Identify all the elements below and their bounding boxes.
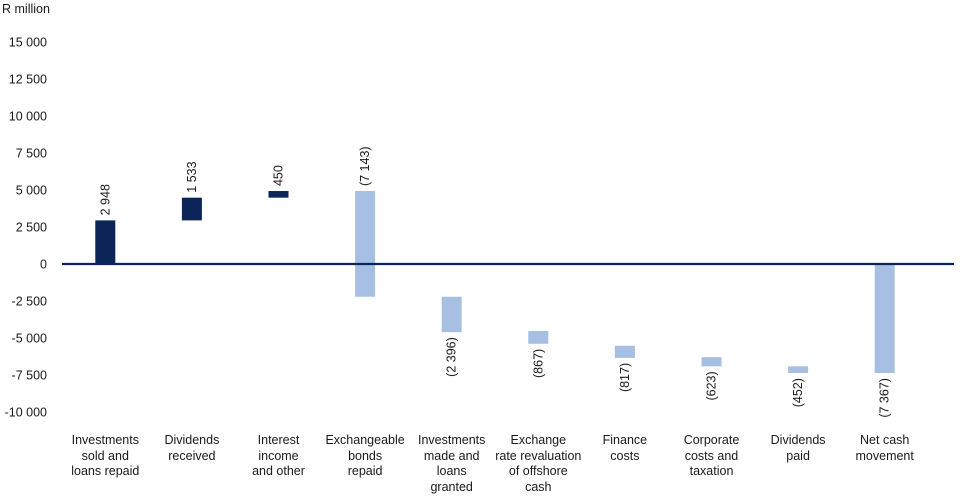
data-label: 2 948 xyxy=(98,184,112,215)
data-label: (7 367) xyxy=(878,378,892,418)
y-tick-label: -2 500 xyxy=(12,295,47,309)
bar xyxy=(355,191,376,297)
x-category-label: Exchangeable bonds repaid xyxy=(325,433,405,478)
data-label: (867) xyxy=(531,349,545,378)
bar xyxy=(701,357,722,367)
y-tick-label: 12 500 xyxy=(9,73,47,87)
bar xyxy=(788,366,809,374)
y-tick-label: 2 500 xyxy=(16,221,47,235)
bar xyxy=(95,220,116,264)
x-category-label: Dividends received xyxy=(164,433,220,463)
bar xyxy=(874,264,895,374)
x-category-label: Dividends paid xyxy=(770,433,826,463)
data-label: 1 533 xyxy=(185,161,199,192)
data-label: (2 396) xyxy=(445,337,459,377)
y-tick-label: -10 000 xyxy=(5,406,47,420)
x-category-label: Finance costs xyxy=(602,433,648,463)
data-label: (817) xyxy=(618,363,632,392)
data-label: (7 143) xyxy=(358,146,372,186)
x-category-label: Investments made and loans granted xyxy=(417,433,486,494)
data-label: (623) xyxy=(705,371,719,400)
x-category-label: Investments sold and loans repaid xyxy=(71,433,140,478)
bar xyxy=(181,197,202,221)
y-tick-label: 7 500 xyxy=(16,147,47,161)
y-tick-label: 15 000 xyxy=(9,36,47,50)
y-tick-label: 0 xyxy=(40,258,47,272)
x-category-label: Net cash movement xyxy=(855,433,914,463)
bar xyxy=(268,191,289,198)
bar xyxy=(528,330,549,344)
x-category-label: Corporate costs and taxation xyxy=(683,433,740,478)
y-axis-unit-label: R million xyxy=(2,2,50,16)
bar xyxy=(441,296,462,333)
y-tick-label: -5 000 xyxy=(12,332,47,346)
y-tick-label: 10 000 xyxy=(9,110,47,124)
data-label: (452) xyxy=(791,378,805,407)
data-label: 450 xyxy=(272,165,286,186)
bar xyxy=(614,345,635,358)
y-tick-label: -7 500 xyxy=(12,369,47,383)
y-tick-label: 5 000 xyxy=(16,184,47,198)
x-category-label: Interest income and other xyxy=(252,433,305,478)
x-category-label: Exchange rate revaluation of offshore ca… xyxy=(495,433,582,494)
